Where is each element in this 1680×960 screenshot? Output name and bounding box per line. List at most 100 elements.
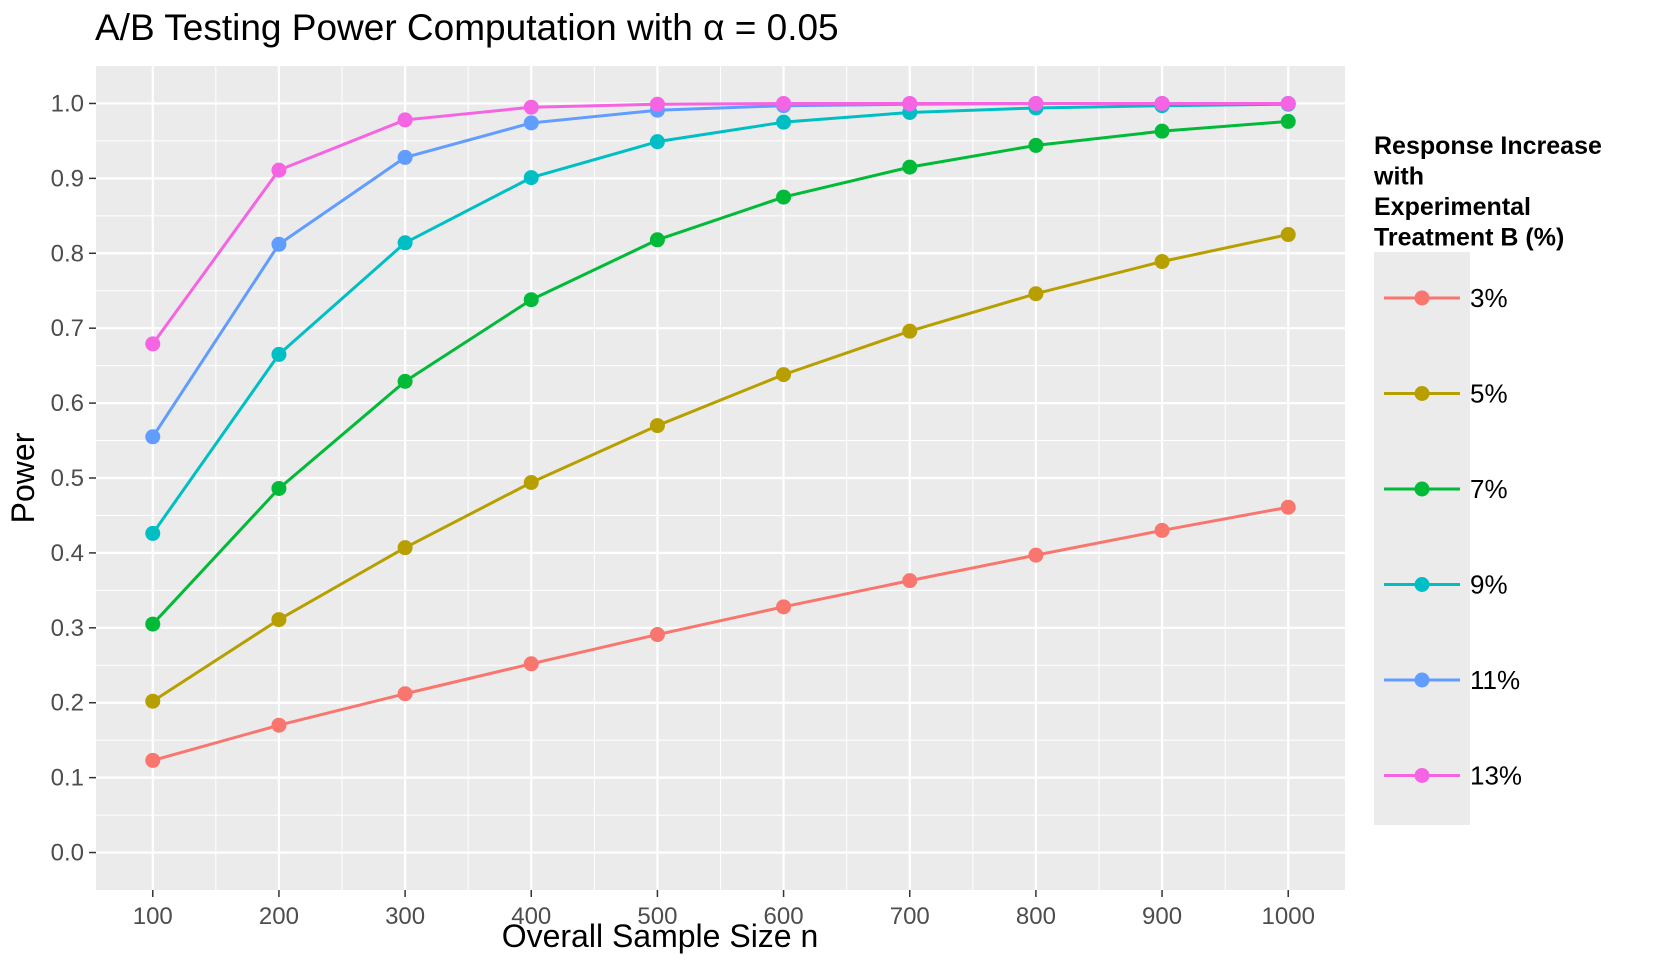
y-tick-label: 0.4 bbox=[51, 540, 84, 567]
legend-label: 3% bbox=[1470, 283, 1508, 313]
series-line bbox=[151, 233, 1289, 703]
data-point bbox=[649, 232, 665, 248]
data-point bbox=[145, 693, 161, 709]
data-point bbox=[1028, 547, 1044, 563]
legend-title-line: Treatment B (%) bbox=[1374, 224, 1564, 252]
series-line bbox=[151, 102, 1289, 535]
legend-label: 7% bbox=[1470, 474, 1508, 504]
legend-title-line: Response Increase bbox=[1374, 132, 1602, 160]
data-point bbox=[1028, 137, 1044, 153]
data-point bbox=[649, 96, 665, 112]
data-point bbox=[397, 540, 413, 556]
series-line bbox=[151, 119, 1289, 626]
data-point bbox=[523, 170, 539, 186]
legend-key-point bbox=[1414, 386, 1430, 401]
data-point bbox=[649, 418, 665, 434]
series-13pct bbox=[145, 95, 1296, 352]
x-tick-label: 100 bbox=[133, 903, 173, 930]
series-line bbox=[151, 101, 1289, 345]
y-tick-label: 0.2 bbox=[51, 690, 84, 717]
data-point bbox=[776, 599, 792, 615]
y-tick-label: 0.3 bbox=[51, 615, 84, 642]
data-point bbox=[271, 612, 287, 628]
data-point bbox=[523, 115, 539, 131]
x-axis-title: Overall Sample Size n bbox=[502, 918, 819, 954]
data-point bbox=[1280, 227, 1296, 243]
data-point bbox=[1154, 95, 1170, 111]
legend-key-point bbox=[1414, 672, 1430, 688]
series-7pct bbox=[145, 113, 1296, 632]
legend-title-line: with bbox=[1373, 163, 1424, 191]
legend-title-line: Experimental bbox=[1374, 193, 1531, 221]
y-tick-label: 0.1 bbox=[51, 765, 84, 792]
series-5pct bbox=[145, 227, 1296, 709]
legend-key-point bbox=[1414, 481, 1430, 497]
data-point bbox=[271, 236, 287, 252]
y-tick-label: 0.5 bbox=[51, 465, 84, 492]
data-point bbox=[902, 573, 918, 589]
data-point bbox=[271, 162, 287, 178]
data-point bbox=[1154, 123, 1170, 139]
x-tick-label: 200 bbox=[259, 903, 299, 930]
series-group bbox=[145, 95, 1296, 768]
legend-label: 13% bbox=[1470, 761, 1522, 791]
y-axis-title: Power bbox=[5, 432, 41, 523]
legend-label: 11% bbox=[1470, 665, 1520, 695]
data-point bbox=[1154, 254, 1170, 270]
data-point bbox=[145, 429, 161, 445]
legend-label: 9% bbox=[1470, 570, 1508, 600]
y-tick-label: 0.9 bbox=[51, 165, 84, 192]
x-tick-label: 400 bbox=[511, 903, 551, 930]
data-point bbox=[776, 95, 792, 111]
data-point bbox=[145, 525, 161, 541]
data-point bbox=[523, 99, 539, 115]
data-point bbox=[397, 112, 413, 128]
data-point bbox=[1280, 499, 1296, 515]
data-point bbox=[271, 717, 287, 733]
data-point bbox=[145, 752, 161, 768]
data-point bbox=[1154, 522, 1170, 538]
x-axis: 100 200 300 400 500 600 700 800 900 1000 bbox=[133, 890, 1315, 930]
data-point bbox=[271, 480, 287, 496]
legend-label: 5% bbox=[1470, 379, 1508, 409]
data-point bbox=[776, 189, 792, 205]
data-point bbox=[1280, 113, 1296, 129]
y-tick-label: 0.8 bbox=[51, 240, 84, 267]
y-tick-label: 0.6 bbox=[51, 390, 84, 417]
data-point bbox=[776, 367, 792, 383]
y-tick-label: 1.0 bbox=[51, 90, 84, 117]
data-point bbox=[397, 686, 413, 702]
legend-key-background bbox=[1374, 252, 1470, 825]
series-line bbox=[152, 505, 1289, 762]
data-point bbox=[902, 323, 918, 339]
data-point bbox=[902, 159, 918, 175]
data-point bbox=[523, 474, 539, 490]
x-tick-label: 900 bbox=[1142, 903, 1182, 930]
data-point bbox=[1280, 95, 1296, 111]
legend-key-point bbox=[1414, 290, 1430, 306]
x-tick-label: 600 bbox=[764, 903, 804, 930]
legend-key-point bbox=[1414, 768, 1430, 783]
data-point bbox=[271, 346, 287, 362]
y-tick-label: 0.7 bbox=[51, 315, 84, 342]
data-point bbox=[397, 149, 413, 165]
data-point bbox=[902, 95, 918, 111]
data-point bbox=[145, 616, 161, 632]
x-tick-label: 700 bbox=[890, 903, 930, 930]
data-point bbox=[649, 627, 665, 643]
data-point bbox=[523, 656, 539, 672]
data-point bbox=[523, 292, 539, 308]
x-tick-label: 500 bbox=[637, 903, 677, 930]
data-point bbox=[145, 336, 161, 352]
chart-title: A/B Testing Power Computation with α = 0… bbox=[95, 7, 839, 48]
data-point bbox=[397, 235, 413, 251]
data-point bbox=[1028, 286, 1044, 302]
x-tick-label: 1000 bbox=[1262, 903, 1315, 930]
series-3pct bbox=[145, 499, 1296, 768]
y-axis: 0.0 0.1 0.2 0.3 0.4 0.5 0.6 0.7 0.8 0.9 1.0 bbox=[51, 90, 96, 867]
grid-lines bbox=[96, 66, 1345, 890]
data-point bbox=[776, 114, 792, 130]
data-point bbox=[649, 134, 665, 150]
